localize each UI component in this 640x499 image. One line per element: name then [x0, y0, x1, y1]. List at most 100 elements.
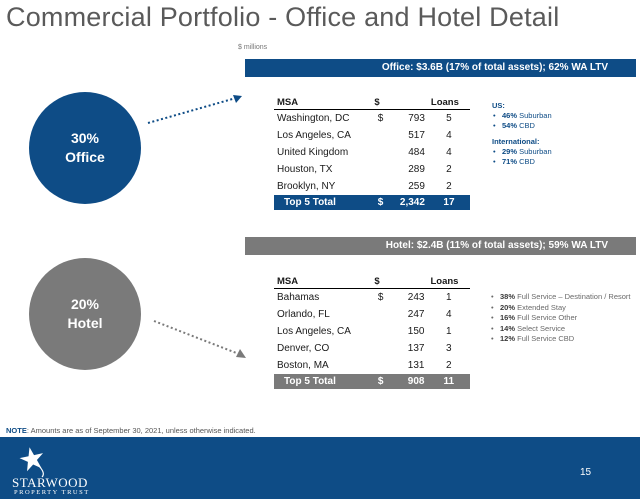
msa-cell: Bahamas: [277, 292, 320, 303]
loans-cell: 2: [445, 360, 452, 371]
total-label: Top 5 Total: [274, 374, 372, 389]
total-loans: 11: [427, 374, 470, 389]
intl-header: International:: [492, 137, 540, 146]
msa-cell: Los Angeles, CA: [277, 130, 351, 141]
currency-cell: $: [377, 292, 384, 303]
loans-cell: 1: [445, 292, 452, 303]
hotel-arrow: [153, 320, 246, 358]
hotel-circle-label: Hotel: [67, 315, 103, 331]
col-header-dollar: $: [371, 95, 390, 110]
col-header-loans: Loans: [427, 95, 470, 110]
amount-cell: 247: [407, 309, 425, 320]
list-item: 38% Full Service – Destination / Resort: [490, 292, 640, 303]
office-circle-pct: 30%: [70, 130, 100, 146]
footer-bar: STARWOOD PROPERTY TRUST: [0, 437, 640, 499]
total-label: Top 5 Total: [274, 195, 372, 210]
list-item: 14% Select Service: [490, 324, 640, 335]
msa-cell: Washington, DC: [277, 113, 350, 124]
col-header-msa: MSA: [274, 95, 372, 110]
amount-cell: 243: [407, 292, 425, 303]
table-row: Los Angeles, CA 517 4: [274, 127, 470, 144]
page-number: 15: [580, 467, 592, 478]
list-item: 12% Full Service CBD: [490, 334, 640, 345]
table-row: United Kingdom 484 4: [274, 144, 470, 161]
msa-cell: Orlando, FL: [277, 309, 330, 320]
loans-cell: 2: [446, 164, 452, 175]
currency-cell: [371, 144, 389, 161]
star-logo-icon: [19, 447, 44, 478]
total-row: Top 5 Total $908 11: [274, 374, 470, 389]
currency-cell: [371, 323, 390, 340]
table-row: Denver, CO 137 3: [274, 340, 470, 357]
hotel-banner: Hotel: $2.4B (11% of total assets); 59% …: [245, 237, 636, 255]
msa-cell: Denver, CO: [277, 343, 330, 354]
msa-cell: Houston, TX: [277, 164, 333, 175]
total-currency: $: [371, 374, 391, 389]
col-header-msa: MSA: [274, 274, 372, 289]
amount-cell: 289: [408, 164, 425, 175]
list-item: 29% Suburban: [492, 147, 612, 157]
currency-cell: [371, 178, 389, 195]
footnote: NOTE: Amounts are as of September 30, 20…: [6, 426, 256, 435]
table-row: Houston, TX 289 2: [274, 161, 470, 178]
office-table: MSA $ Loans Washington, DC $793 5 Los Ange…: [274, 95, 470, 210]
list-item: 16% Full Service Other: [490, 313, 640, 324]
page-title: Commercial Portfolio - Office and Hotel …: [6, 2, 560, 32]
hotel-circle-pct: 20%: [70, 296, 100, 312]
table-row: Bahamas $243 1: [274, 289, 470, 307]
amount-cell: 517: [408, 130, 425, 141]
us-header: US:: [492, 101, 505, 110]
msa-cell: Los Angeles, CA: [277, 326, 351, 337]
table-row: Boston, MA 131 2: [274, 357, 470, 374]
loans-cell: 3: [445, 343, 452, 354]
total-amount: 908: [390, 374, 428, 389]
table-row: Orlando, FL 247 4: [274, 306, 470, 323]
amount-cell: 484: [408, 147, 425, 158]
amount-cell: 137: [407, 343, 425, 354]
list-item: 71% CBD: [492, 157, 612, 167]
currency-cell: [371, 340, 390, 357]
amount-cell: 259: [408, 181, 425, 192]
hotel-circle: 20% Hotel: [29, 258, 141, 370]
msa-cell: Boston, MA: [277, 360, 329, 371]
currency-cell: [371, 127, 389, 144]
table-row: Brooklyn, NY 259 2: [274, 178, 470, 195]
office-banner: Office: $3.6B (17% of total assets); 62%…: [245, 59, 636, 77]
list-item: 54% CBD: [492, 121, 612, 131]
loans-cell: 4: [446, 130, 452, 141]
amount-cell: 793: [408, 113, 425, 124]
msa-cell: United Kingdom: [277, 147, 349, 158]
currency-cell: $: [377, 113, 384, 124]
hotel-table: MSA $ Loans Bahamas $243 1 Orlando, FL 247 4…: [274, 274, 470, 389]
currency-cell: [371, 357, 390, 374]
currency-cell: [371, 306, 390, 323]
amount-cell: 150: [407, 326, 425, 337]
currency-cell: [371, 161, 389, 178]
loans-cell: 1: [445, 326, 452, 337]
total-loans: 17: [427, 195, 470, 210]
col-header-dollar: $: [371, 274, 391, 289]
total-amount: 2,342: [389, 195, 428, 210]
loans-cell: 5: [446, 113, 452, 124]
total-currency: $: [371, 195, 390, 210]
amount-cell: 131: [407, 360, 425, 371]
note-label: NOTE: [6, 426, 27, 435]
col-header-loans: Loans: [427, 274, 470, 289]
logo-name: STARWOOD: [12, 475, 88, 490]
total-row: Top 5 Total $2,342 17: [274, 195, 470, 210]
note-text: : Amounts are as of September 30, 2021, …: [26, 426, 256, 435]
hotel-breakdown: 38% Full Service – Destination / Resort …: [490, 292, 640, 345]
office-circle-label: Office: [65, 149, 105, 165]
logo-subtitle: PROPERTY TRUST: [14, 489, 90, 496]
table-row: Washington, DC $793 5: [274, 110, 470, 128]
msa-cell: Brooklyn, NY: [277, 181, 336, 192]
loans-cell: 2: [446, 181, 452, 192]
units-label: $ millions: [238, 44, 268, 51]
list-item: 20% Extended Stay: [490, 303, 640, 314]
loans-cell: 4: [445, 309, 452, 320]
office-breakdown: US: 46% Suburban 54% CBD International: …: [492, 101, 612, 173]
office-arrow: [147, 95, 242, 124]
loans-cell: 4: [446, 147, 452, 158]
office-circle: 30% Office: [29, 92, 141, 204]
table-row: Los Angeles, CA 150 1: [274, 323, 470, 340]
